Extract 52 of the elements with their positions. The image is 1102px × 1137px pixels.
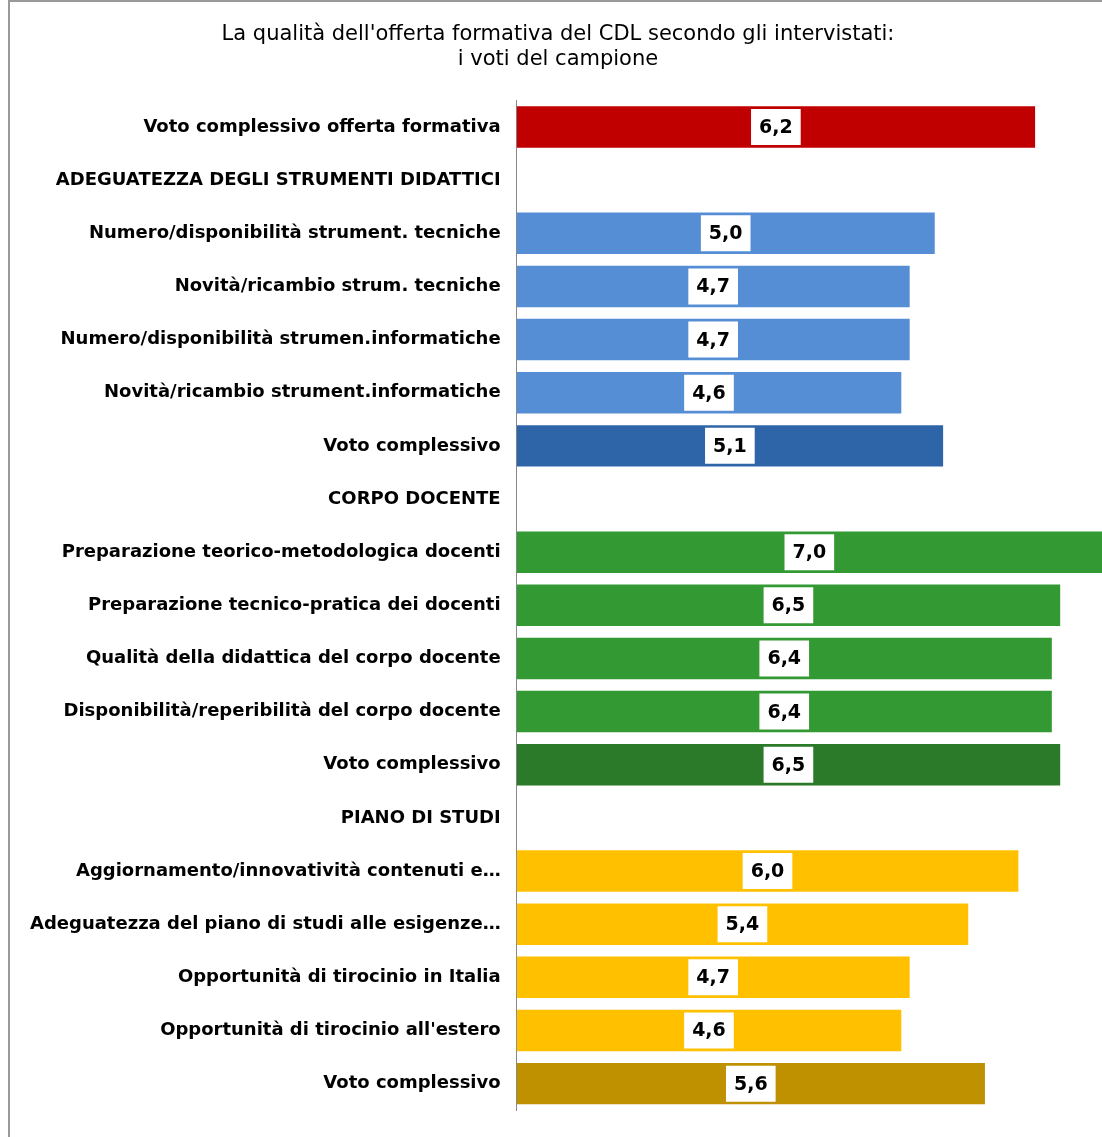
data-label: 6,2 [759,114,793,137]
data-label: 4,6 [692,1018,726,1041]
bar [516,265,910,308]
y-tick-label: Adeguatezza del piano di studi alle esigenze… [29,911,501,933]
y-tick-label: Voto complessivo [323,1071,501,1093]
bar [516,425,944,467]
y-tick-label: ADEGUATEZZA DEGLI STRUMENTI DIDATTICI [55,167,501,189]
y-tick-label: Opportunità di tirocinio all'estero [160,1018,501,1040]
data-label: 6,0 [750,858,785,881]
y-tick-label: Voto complessivo offerta formativa [143,114,501,136]
data-label: 5,4 [725,912,760,935]
y-tick-label: Preparazione tecnico-pratica dei docenti [88,592,501,614]
y-tick-label: Disponibilità/reperibilità del corpo docente [63,699,501,721]
bar [516,637,1052,680]
y-tick-label: PIANO DI STUDI [340,805,501,827]
y-tick-label: Voto complessivo [323,752,501,774]
data-label: 4,7 [696,274,730,297]
bar [516,690,1052,733]
y-tick-label: Novità/ricambio strum. tecniche [174,274,501,296]
chart-title: La qualità dell'offerta formativa del CDL secondo gli intervistati: i voti del campione [221,21,895,71]
data-label: 4,6 [692,380,726,403]
y-tick-label: Preparazione teorico-metodologica docenti [61,539,501,561]
data-label: 4,7 [696,327,730,350]
bar [516,1009,902,1052]
data-label: 7,0 [792,540,827,563]
bar [516,903,969,945]
data-label: 5,1 [713,433,747,456]
y-tick-label: Qualità della didattica del corpo docente [85,646,501,668]
y-tick-label: Numero/disponibilità strumen.informatiche [60,327,501,349]
bar [516,318,910,361]
bar [516,371,902,414]
bar [516,584,1061,627]
data-label: 4,7 [696,965,730,988]
bar [516,106,1036,148]
data-label: 6,4 [767,699,802,722]
y-tick-label: CORPO DOCENTE [328,486,501,508]
bar [516,1062,985,1105]
bar [516,531,1102,573]
bar [516,850,1019,892]
data-label: 5,6 [733,1071,768,1094]
data-label: 6,5 [771,593,806,616]
y-tick-label: Numero/disponibilità strument. tecniche [88,220,501,242]
y-tick-label: Novità/ricambio strument.informatiche [104,380,501,402]
data-label: 6,5 [771,752,806,775]
bar [516,956,910,999]
bar [516,744,1061,786]
bar [516,212,935,254]
y-tick-label: Aggiornamento/innovatività contenuti e… [75,858,501,880]
data-label: 6,4 [767,646,802,669]
data-label: 5,0 [708,221,743,244]
y-tick-label: Opportunità di tirocinio in Italia [177,965,501,986]
y-tick-label: Voto complessivo [323,433,501,455]
